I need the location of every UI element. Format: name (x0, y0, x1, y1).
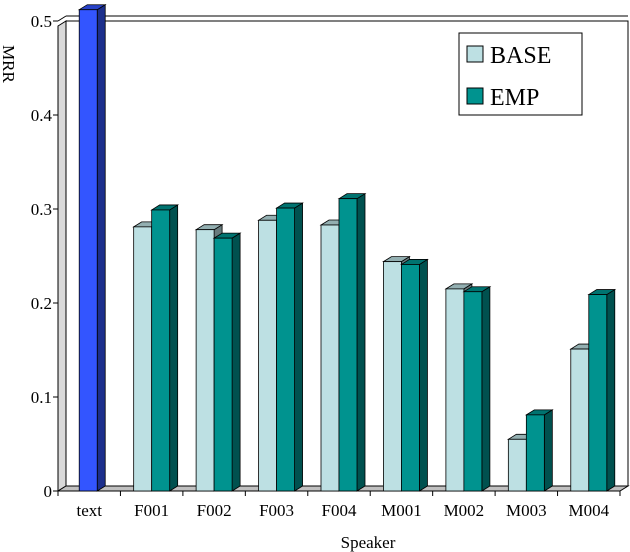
bars-layer (77, 3, 617, 492)
x-tick-label-f003: F003 (259, 501, 294, 520)
y-axis-title: MRR (0, 45, 18, 83)
bar-emp-m001-side (419, 258, 428, 492)
bar-emp-f001-front (151, 209, 171, 492)
bar-base-m003-front (507, 438, 527, 492)
gridline-side (57, 15, 67, 22)
bar-emp-m001 (400, 258, 429, 492)
bar-emp-f002-front (213, 237, 233, 492)
legend-swatch-emp (466, 87, 484, 105)
bar-base-f002-front (195, 229, 215, 492)
x-tick-label-m001: M001 (381, 501, 422, 520)
bar-emp-f004 (337, 192, 367, 492)
bar-base-m001-front (383, 261, 402, 492)
bar-emp-m003 (524, 409, 554, 492)
x-tick-label-f001: F001 (134, 501, 169, 520)
bar-base-f001-front (133, 226, 153, 492)
bar-emp-f001-side (169, 204, 179, 492)
y-tick-label: 0.1 (31, 388, 52, 407)
bar-emp-f001 (150, 204, 180, 492)
bar-emp-m004 (587, 288, 617, 492)
bar-base-m002-front (445, 288, 465, 492)
bar-emp-f002-side (231, 232, 241, 492)
bar-emp-m004-front (588, 294, 608, 492)
y-tick-label: 0.5 (31, 12, 52, 31)
bar-text-side (96, 3, 106, 492)
bar-emp-m003-front (525, 414, 545, 492)
bar-base-f004-front (320, 224, 340, 492)
y-tick-label: 0.3 (31, 200, 52, 219)
bar-emp-m004-side (606, 288, 616, 492)
bar-emp-m002-front (463, 291, 483, 492)
bar-emp-f004-side (356, 192, 366, 492)
x-tick-label-text: text (76, 501, 102, 520)
bar-text (77, 3, 107, 492)
x-tick-label-m003: M003 (506, 501, 547, 520)
y-tick-label: 0 (44, 482, 53, 501)
y-tick-label: 0.2 (31, 294, 52, 313)
bar-emp-f002 (212, 232, 242, 492)
legend-swatch-base (466, 45, 484, 63)
bar-emp-f003-side (294, 202, 303, 492)
x-tick-label-m002: M002 (444, 501, 485, 520)
bar-base-f003-front (258, 219, 277, 492)
tick-labels: 0 0.1 0.2 0.3 0.4 0.5 text F001 F002 F003 F004 M001… (31, 12, 610, 520)
plot-side-wall (57, 20, 67, 492)
x-tick-label-f002: F002 (197, 501, 232, 520)
bar-emp-m003-side (543, 409, 553, 492)
y-tick-label: 0.4 (31, 106, 53, 125)
x-axis-title: Speaker (341, 533, 396, 552)
x-tick-label-m004: M004 (568, 501, 609, 520)
bar-emp-m002 (462, 285, 492, 492)
legend: BASE EMP (458, 32, 583, 116)
bar-emp-f003-front (276, 207, 295, 492)
bar-emp-f003 (275, 202, 304, 492)
bar-emp-m002-side (481, 285, 491, 492)
bar-emp-f004-front (338, 198, 358, 492)
bar-text-front (78, 9, 98, 492)
legend-label-base: BASE (490, 43, 551, 69)
bar-base-m004-front (570, 348, 590, 492)
legend-label-emp: EMP (490, 85, 539, 111)
x-tick-label-f004: F004 (322, 501, 357, 520)
bar-emp-m001-front (401, 264, 420, 492)
